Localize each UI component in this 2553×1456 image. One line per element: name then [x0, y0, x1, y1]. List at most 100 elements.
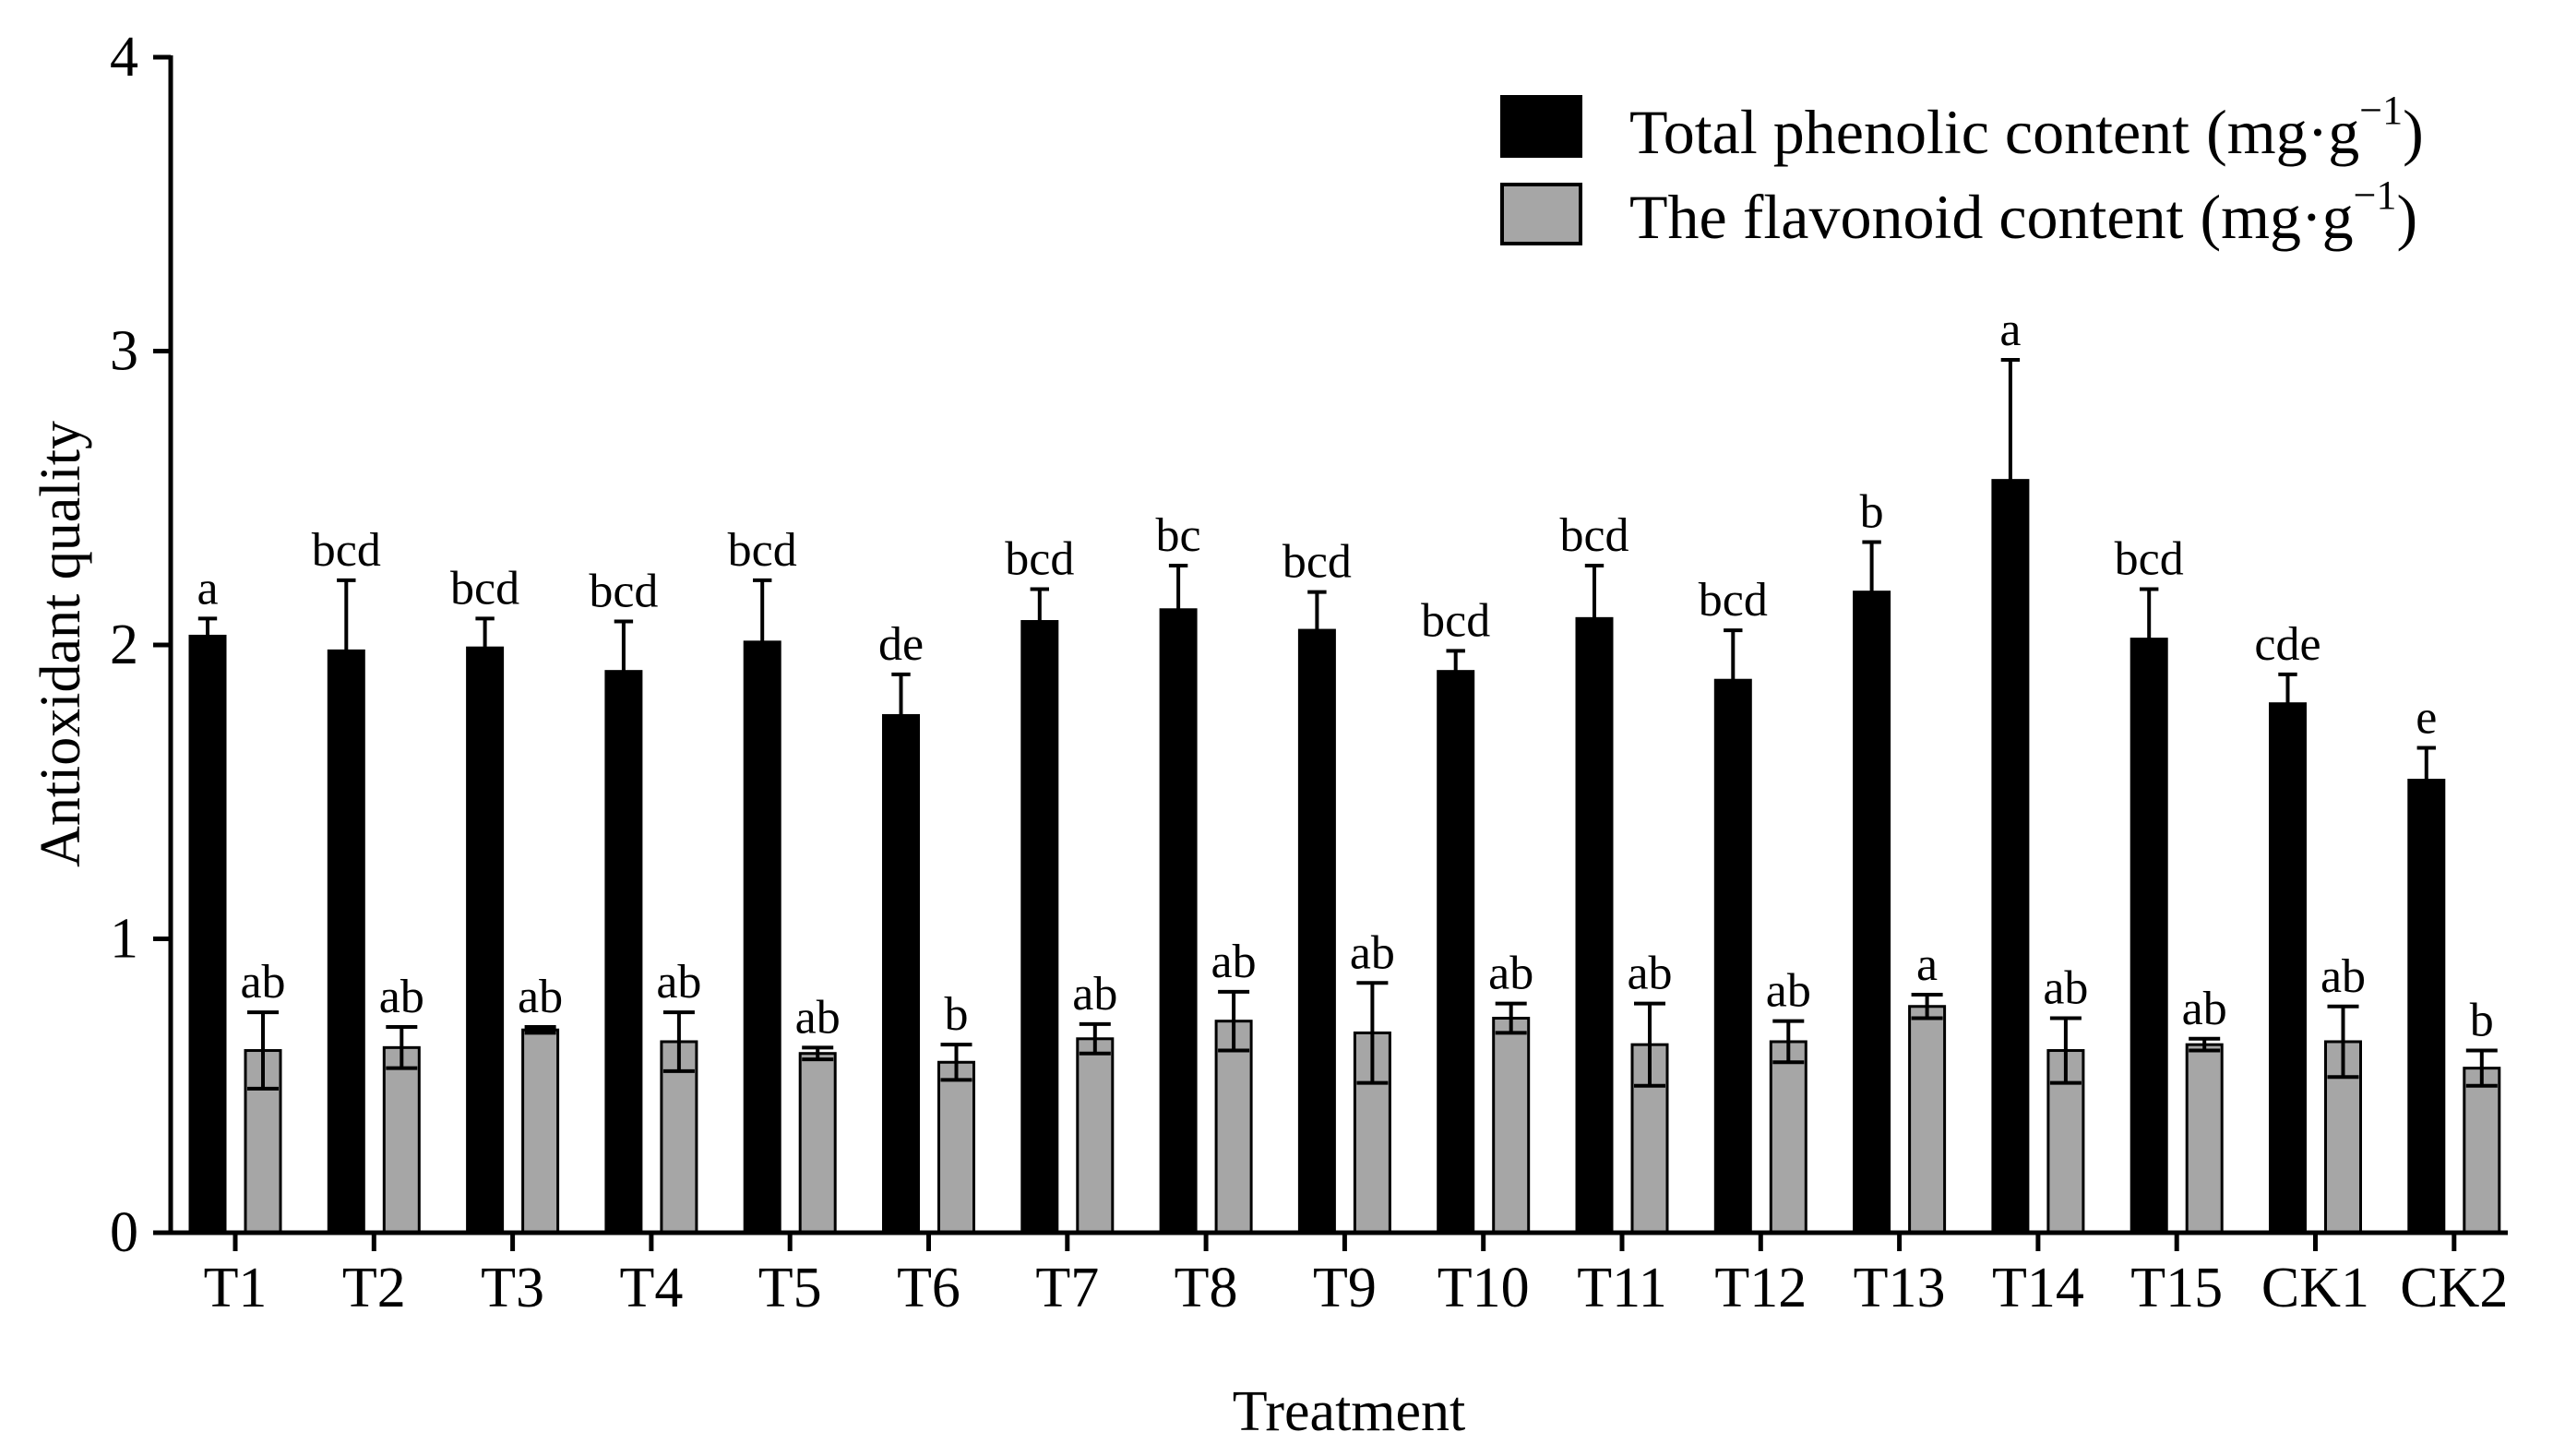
x-tick-label: CK2: [2400, 1257, 2508, 1319]
flavonoid-significance-label: ab: [2043, 961, 2088, 1014]
x-tick-label: T4: [619, 1257, 683, 1319]
flavonoid-significance-label: ab: [2320, 950, 2366, 1003]
legend-unit-close: ): [2403, 97, 2424, 167]
legend: Total phenolic content (mg·g−1) The flavo…: [1500, 88, 2424, 252]
x-tick-label: T15: [2130, 1257, 2223, 1319]
x-tick-label: T5: [758, 1257, 822, 1319]
flavonoid-significance-label: ab: [2182, 983, 2227, 1035]
phenolic-significance-label: bcd: [1282, 536, 1352, 589]
legend-swatch-flavonoid: [1500, 183, 1582, 245]
legend-unit-base: (mg·g: [2200, 182, 2353, 252]
flavonoid-significance-label: ab: [1766, 965, 1811, 1018]
phenolic-significance-label: de: [878, 618, 924, 671]
flavonoid-bar: [1908, 1005, 1947, 1235]
phenolic-bar: [2407, 779, 2446, 1235]
flavonoid-significance-label: ab: [795, 991, 841, 1044]
flavonoid-bar: [1076, 1037, 1115, 1235]
x-axis-label: Treatment: [1233, 1380, 1466, 1443]
legend-swatch-total-phenolic: [1500, 95, 1582, 158]
phenolic-significance-label: bc: [1156, 509, 1201, 562]
flavonoid-bar: [2463, 1067, 2501, 1235]
legend-label-total-phenolic: Total phenolic content: [1629, 97, 2189, 167]
x-tick-label: T12: [1714, 1257, 1807, 1319]
y-tick-label: 1: [110, 908, 138, 971]
y-tick-label: 3: [110, 320, 138, 383]
phenolic-bar: [1575, 616, 1614, 1235]
y-tick-label: 0: [110, 1201, 138, 1264]
x-tick-label: CK1: [2261, 1257, 2369, 1319]
flavonoid-significance-label: b: [945, 988, 969, 1041]
phenolic-bar: [1159, 608, 1198, 1235]
phenolic-bar: [188, 634, 227, 1235]
x-tick-label: T14: [1992, 1257, 2084, 1319]
phenolic-significance-label: bcd: [1699, 574, 1768, 627]
phenolic-bar: [2269, 702, 2307, 1235]
svg-text:Total phenolic content(mg·g−1): Total phenolic content (mg·g−1): [1629, 88, 2424, 167]
phenolic-significance-label: bcd: [312, 524, 381, 577]
x-tick-label: T7: [1035, 1257, 1099, 1319]
flavonoid-bar: [521, 1028, 560, 1235]
y-axis-label: Antioxidant quality: [30, 421, 92, 867]
phenolic-bar: [1020, 620, 1059, 1235]
phenolic-significance-label: bcd: [2115, 532, 2184, 585]
phenolic-bar: [1297, 628, 1336, 1235]
x-tick-label: T6: [897, 1257, 960, 1319]
phenolic-bar: [604, 670, 643, 1235]
legend-unit-exp: −1: [2359, 88, 2403, 133]
flavonoid-significance-label: ab: [1488, 948, 1533, 1000]
phenolic-bar: [743, 640, 781, 1235]
legend-label-flavonoid: The flavonoid content: [1629, 182, 2184, 252]
phenolic-significance-label: bcd: [728, 524, 797, 577]
x-tick-label: T3: [481, 1257, 544, 1319]
flavonoid-significance-label: ab: [240, 956, 285, 1008]
phenolic-bar: [1437, 670, 1475, 1235]
phenolic-significance-label: a: [1999, 304, 2021, 356]
phenolic-significance-label: e: [2416, 691, 2437, 744]
x-tick-label: T9: [1313, 1257, 1377, 1319]
phenolic-significance-label: a: [197, 562, 218, 615]
x-tick-label: T8: [1175, 1257, 1238, 1319]
error-bars-layer: [197, 358, 2498, 1091]
flavonoid-significance-label: ab: [656, 956, 701, 1008]
x-tick-label: T10: [1438, 1257, 1530, 1319]
phenolic-significance-label: bcd: [1559, 509, 1628, 562]
y-ticks-layer: 0 1 2 3 4: [110, 26, 171, 1264]
phenolic-significance-label: bcd: [589, 566, 658, 618]
flavonoid-bar: [937, 1060, 975, 1235]
phenolic-bar: [2129, 638, 2168, 1235]
legend-item-flavonoid: The flavonoid content (mg·g−1): [1500, 173, 2418, 252]
flavonoid-significance-label: ab: [518, 971, 563, 1023]
y-tick-label: 2: [110, 614, 138, 676]
flavonoid-significance-label: ab: [1350, 926, 1395, 979]
phenolic-significance-label: b: [1860, 486, 1884, 539]
x-tick-label: T1: [204, 1257, 268, 1319]
x-tick-label: T2: [342, 1257, 406, 1319]
flavonoid-significance-label: ab: [379, 971, 424, 1023]
significance-labels-layer: aabbcdabbcdabbcdabbcdabdebbcdabbcabbcdab…: [197, 304, 2493, 1046]
flavonoid-significance-label: ab: [1211, 936, 1257, 988]
flavonoid-significance-label: a: [1916, 938, 1938, 991]
x-tick-label: T13: [1854, 1257, 1946, 1319]
legend-unit-base: (mg·g: [2206, 97, 2359, 167]
phenolic-bar: [327, 649, 365, 1235]
phenolic-significance-label: bcd: [450, 562, 519, 615]
x-ticks-layer: T1 T2 T3 T4 T5 T6 T7 T8 T9 T10 T11 T12 T13 T14 T15 CK1 C…: [204, 1233, 2508, 1319]
phenolic-bar: [1713, 678, 1752, 1235]
legend-unit-exp: −1: [2354, 173, 2397, 218]
legend-unit-close: ): [2397, 182, 2418, 252]
flavonoid-bar: [382, 1045, 421, 1235]
flavonoid-bar: [1492, 1016, 1531, 1235]
flavonoid-bar: [2185, 1043, 2224, 1235]
phenolic-bar: [882, 713, 920, 1235]
flavonoid-significance-label: b: [2470, 995, 2494, 1047]
phenolic-significance-label: bcd: [1005, 532, 1074, 585]
phenolic-significance-label: bcd: [1421, 594, 1490, 647]
flavonoid-bar: [1769, 1040, 1807, 1235]
phenolic-bar: [1853, 591, 1891, 1235]
bars-layer: [188, 479, 2501, 1235]
flavonoid-bar: [798, 1052, 837, 1235]
phenolic-bar: [1991, 479, 2030, 1235]
flavonoid-bar: [1214, 1020, 1253, 1235]
flavonoid-bar: [1630, 1043, 1669, 1235]
